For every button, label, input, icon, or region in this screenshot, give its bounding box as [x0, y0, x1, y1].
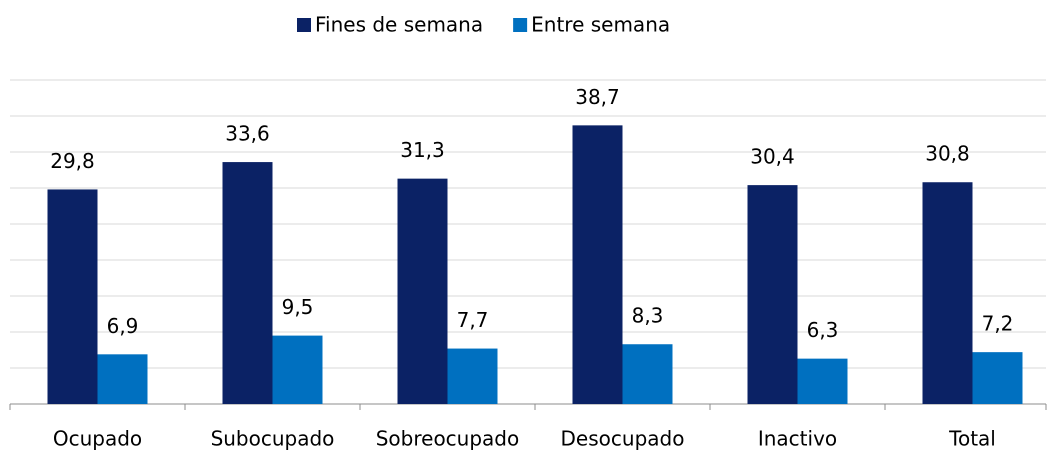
bar: [972, 352, 1023, 404]
x-tick-label: Sobreocupado: [376, 427, 520, 451]
bar: [47, 189, 98, 404]
bar: [222, 162, 273, 404]
legend-label: Entre semana: [531, 13, 670, 37]
bar: [622, 344, 673, 404]
bar: [747, 185, 798, 404]
value-label: 30,4: [750, 145, 795, 169]
x-tick-label: Ocupado: [53, 427, 142, 451]
bar: [397, 178, 448, 404]
value-label: 31,3: [400, 138, 445, 162]
x-tick-label: Desocupado: [561, 427, 685, 451]
x-tick-label: Total: [948, 427, 996, 451]
legend-swatch: [297, 18, 311, 32]
x-tick-label: Inactivo: [758, 427, 837, 451]
bar: [447, 348, 498, 404]
bar: [922, 182, 973, 404]
bar: [572, 125, 623, 405]
x-tick-label: Subocupado: [211, 427, 335, 451]
value-label: 7,7: [457, 308, 489, 332]
value-label: 7,2: [982, 312, 1014, 336]
value-label: 29,8: [50, 149, 95, 173]
legend-swatch: [513, 18, 528, 32]
value-label: 38,7: [575, 85, 620, 109]
value-label: 6,9: [107, 314, 139, 338]
value-label: 30,8: [925, 142, 970, 166]
bar: [97, 354, 148, 404]
bar: [797, 358, 848, 404]
value-label: 8,3: [632, 304, 664, 328]
value-label: 9,5: [282, 295, 314, 319]
value-label: 33,6: [225, 122, 270, 146]
legend-label: Fines de semana: [315, 13, 483, 37]
value-label: 6,3: [807, 318, 839, 342]
bar: [272, 335, 323, 404]
